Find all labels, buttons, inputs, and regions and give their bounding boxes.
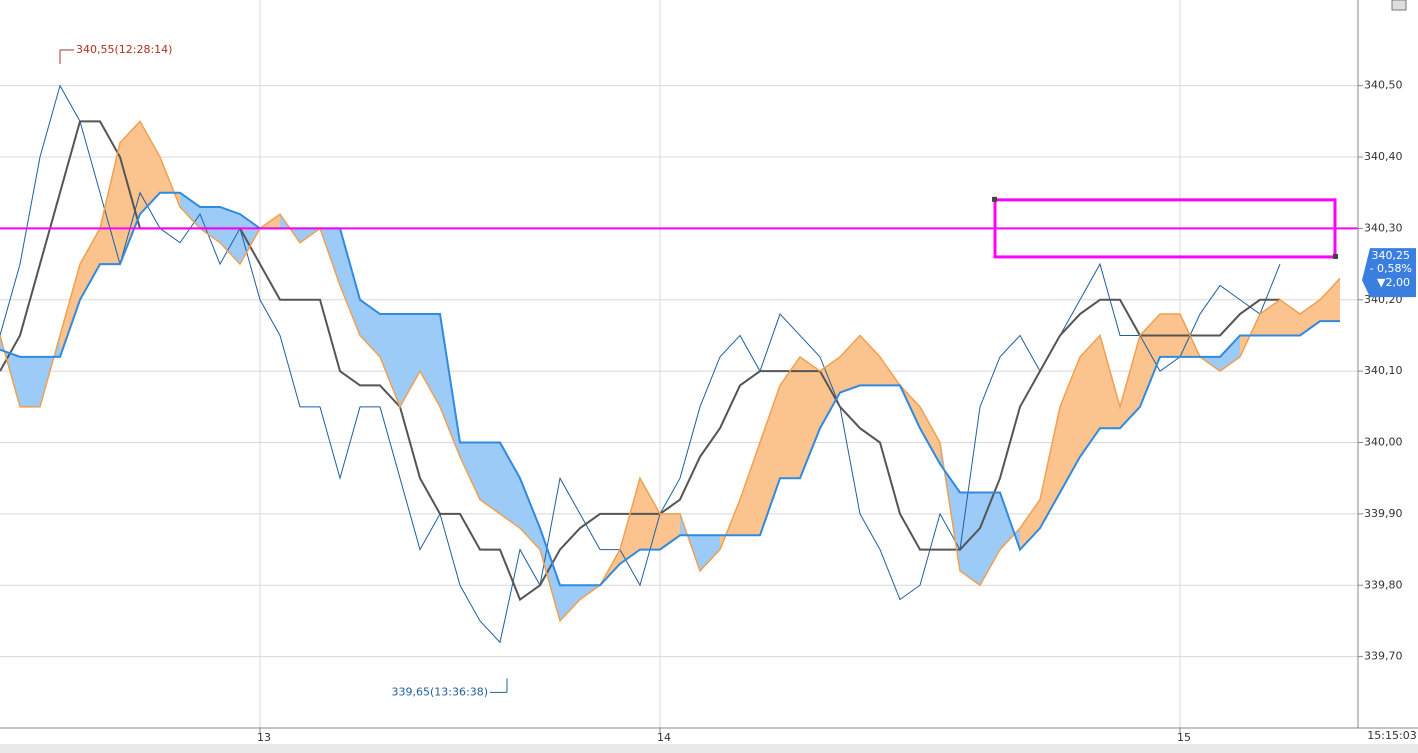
cloud-segment [1300, 299, 1320, 336]
cloud-segment [20, 356, 40, 407]
box-handle [992, 196, 997, 202]
cloud-segment [1320, 278, 1340, 322]
cloud-segment [100, 142, 120, 265]
series-line [0, 84, 1281, 644]
cloud-segment [340, 228, 360, 336]
x-tick-label: 13 [257, 731, 271, 744]
clock: 15:15:03 [1367, 729, 1416, 742]
cloud-segment [1120, 335, 1140, 429]
cloud-segment [520, 478, 540, 550]
y-tick-label: 340,10 [1364, 364, 1403, 377]
cloud-segment [1020, 499, 1040, 550]
cloud-segment [560, 585, 580, 621]
cloud-segment [700, 535, 720, 571]
y-tick-label: 339,70 [1364, 650, 1403, 663]
cloud-segment [740, 442, 760, 536]
x-tick-label: 14 [657, 731, 671, 744]
cloud-segment [240, 214, 260, 265]
cloud-segment [460, 442, 480, 500]
y-tick-label: 340,30 [1364, 221, 1403, 234]
cloud-segment [1060, 356, 1080, 493]
cloud-segment [820, 356, 840, 429]
cloud-segment [1260, 299, 1280, 336]
low-label: 339,65(13:36:38) [392, 685, 488, 698]
x-tick-label: 15 [1177, 731, 1191, 744]
cloud-segment [420, 314, 440, 407]
cloud-segment [920, 406, 940, 464]
cloud-segment [60, 264, 80, 357]
cloud-segment [220, 206, 240, 265]
cloud-segment [380, 314, 400, 407]
cloud-segment [180, 192, 200, 229]
cloud-segment [1080, 335, 1100, 457]
highlight-box [993, 198, 1337, 259]
cloud-segment [1280, 299, 1300, 336]
cloud-segment [1140, 314, 1160, 407]
last-change: ▼2,00 [1377, 276, 1410, 289]
cloud-segment [200, 206, 220, 243]
y-tick-label: 340,40 [1364, 150, 1403, 163]
series-line [0, 120, 1341, 623]
y-tick-label: 340,50 [1364, 79, 1403, 92]
scrollbar[interactable] [0, 744, 1418, 753]
cloud-segment [660, 513, 680, 550]
box-handle [1333, 253, 1338, 259]
y-tick-label: 339,80 [1364, 578, 1403, 591]
last-price: 340,25 [1372, 249, 1411, 262]
cloud-segment [540, 528, 560, 621]
cloud-segment [480, 442, 500, 514]
high-label: 340,55(12:28:14) [76, 43, 172, 56]
cloud-segment [800, 356, 820, 479]
cloud-segment [140, 121, 160, 215]
cloud-segment [80, 228, 100, 300]
y-tick-label: 340,00 [1364, 436, 1403, 449]
cloud-segment [860, 335, 880, 386]
cloud-segment [360, 299, 380, 357]
lines [0, 84, 1341, 644]
y-tick-label: 339,90 [1364, 507, 1403, 520]
cloud-segment [400, 314, 420, 407]
cloud-segment [780, 356, 800, 479]
scale-button[interactable] [1391, 0, 1407, 11]
last-price-box [1362, 248, 1416, 298]
cloud-segment [1220, 335, 1240, 372]
cloud-segment [1040, 406, 1060, 529]
cloud-segment [840, 335, 860, 393]
overlay: 340,55(12:28:14) 339,65(13:36:38) 340,25- … [0, 43, 1416, 698]
cloud-segment [760, 385, 780, 536]
cloud-segment [1100, 335, 1120, 429]
cloud-segment [500, 442, 520, 529]
cloud-segment [620, 478, 640, 564]
last-change-pct: - 0,58% [1370, 262, 1412, 275]
series-line [0, 191, 1340, 587]
